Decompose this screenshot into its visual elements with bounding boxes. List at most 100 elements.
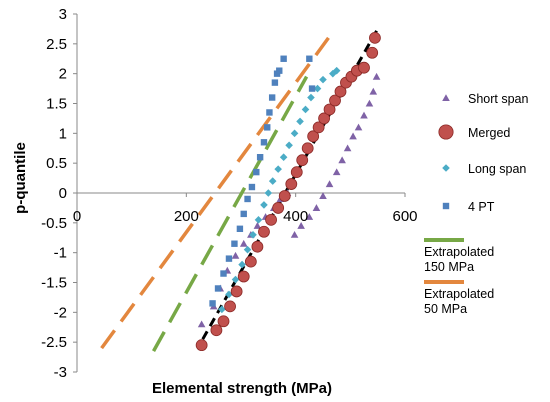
- merged-point: [265, 213, 277, 226]
- 4-pt-point: [231, 240, 238, 247]
- y-tick-label: 2: [59, 66, 67, 83]
- x-tick-label: 0: [73, 208, 81, 225]
- merged-point: [244, 255, 257, 268]
- merged-point: [366, 46, 379, 59]
- legend-merged-label: Merged: [468, 126, 510, 140]
- x-axis-title: Elemental strength (MPa): [152, 380, 332, 397]
- merged-point: [301, 142, 314, 155]
- long-span-point: [249, 230, 257, 239]
- long-span-point: [254, 216, 263, 224]
- short-span-point: [360, 111, 368, 119]
- y-tick-label: 1.5: [46, 96, 67, 113]
- legend-merged-symbol: [438, 124, 454, 140]
- merged-point: [230, 285, 243, 298]
- merged-point: [334, 85, 347, 98]
- 4-pt-point: [306, 55, 313, 62]
- long-span-point: [313, 84, 322, 93]
- short-span-point: [354, 123, 363, 131]
- x-tick-label: 600: [392, 208, 417, 225]
- merged-point: [237, 270, 250, 283]
- long-span-point: [260, 201, 268, 209]
- 4-pt-point: [280, 55, 287, 62]
- short-span-point: [290, 230, 299, 238]
- 4-pt-point: [253, 168, 260, 176]
- 4-pt-point: [308, 85, 316, 92]
- y-tick-label: -2: [54, 304, 67, 321]
- long-span-point: [268, 177, 277, 185]
- 4-pt-point: [264, 124, 271, 131]
- 4-pt-point: [276, 67, 283, 74]
- y-tick-label: 3: [59, 6, 67, 23]
- 4-pt-point: [271, 79, 279, 86]
- 4-pt-point: [236, 225, 244, 232]
- merged-point: [210, 324, 223, 337]
- short-span-point: [372, 72, 381, 80]
- legend: Short span Merged Long span 4 PT Extrapolate…: [424, 92, 529, 316]
- merged-point: [369, 31, 381, 44]
- 4-pt-point: [256, 154, 264, 161]
- 4-pt-point: [248, 183, 256, 191]
- legend-4-pt-label: 4 PT: [468, 200, 495, 214]
- y-axis-title: p-quantile: [12, 142, 29, 214]
- 4-pt-point: [225, 255, 233, 262]
- short-span-point: [253, 222, 262, 229]
- merged-point: [258, 225, 270, 238]
- legend-long-span-label: Long span: [468, 162, 526, 176]
- legend-short-span-symbol: [442, 94, 450, 102]
- short-span-point: [312, 204, 321, 211]
- long-span-point: [279, 153, 288, 161]
- legend-extrapolated-50-mpa-label: Extrapolated 50 MPa: [424, 287, 494, 316]
- merged-point: [358, 61, 370, 74]
- long-span-point: [319, 75, 327, 84]
- short-span-point: [325, 180, 334, 188]
- long-span-point: [290, 129, 299, 138]
- 4-pt-point: [214, 285, 222, 292]
- y-tick-label: -2.5: [41, 334, 67, 351]
- merged-point: [272, 202, 285, 214]
- x-tick-label: 400: [283, 208, 308, 225]
- x-tick-label: 200: [174, 208, 199, 225]
- long-span-point: [231, 275, 240, 284]
- legend-long-span-symbol: [442, 164, 450, 172]
- long-span-point: [264, 189, 273, 197]
- fit-lines: [100, 28, 379, 352]
- short-span-point: [239, 239, 248, 247]
- long-span-point: [329, 69, 337, 78]
- 4-pt-point: [260, 139, 268, 146]
- merged-point: [285, 178, 298, 190]
- merged-point: [195, 339, 208, 352]
- legend-extrapolated-150-mpa-label: Extrapolated 150 MPa: [424, 245, 494, 274]
- short-span-point: [319, 192, 327, 200]
- y-tick-label: -1: [54, 245, 67, 262]
- 4-pt-point: [244, 195, 251, 203]
- y-tick-label: 0: [59, 185, 67, 202]
- merged-point: [318, 112, 330, 125]
- merged-point: [329, 94, 341, 107]
- short-span-point: [369, 87, 378, 95]
- 4-pt-point: [266, 109, 273, 116]
- long-span-point: [243, 245, 252, 254]
- long-span-point: [301, 105, 310, 114]
- merged-point: [290, 166, 303, 179]
- long-span-point: [285, 141, 293, 150]
- short-span-point: [305, 213, 314, 220]
- short-span-point: [365, 99, 374, 107]
- long-span-point: [296, 117, 304, 126]
- short-span-point: [332, 168, 341, 176]
- merged-point: [307, 130, 320, 143]
- long-span-point: [332, 66, 341, 75]
- fit-line-0: [152, 75, 309, 352]
- merged-point: [217, 315, 230, 328]
- merged-point: [278, 190, 291, 202]
- merged-point: [312, 121, 325, 134]
- merged-point: [251, 240, 264, 253]
- legend-4-pt-symbol: [442, 202, 450, 210]
- y-tick-label: 2.5: [46, 36, 67, 53]
- long-span-point: [307, 93, 315, 102]
- y-tick-label: -1.5: [41, 275, 67, 292]
- data-points: [195, 31, 381, 352]
- merged-point: [224, 300, 236, 313]
- short-span-point: [297, 222, 305, 229]
- merged-point: [296, 154, 309, 167]
